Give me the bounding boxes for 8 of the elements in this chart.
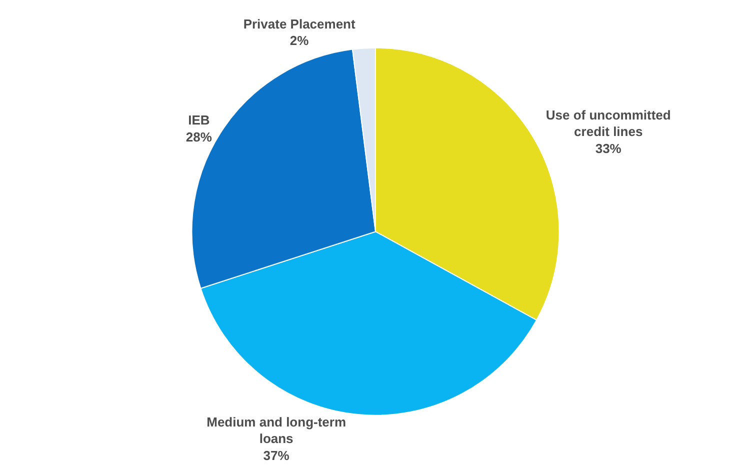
data-label: 33% bbox=[595, 141, 622, 156]
slice-label: Private Placement bbox=[243, 16, 356, 32]
slice-label: IEB bbox=[188, 112, 210, 128]
data-label: 2% bbox=[290, 33, 310, 48]
data-label: 37% bbox=[263, 448, 290, 464]
slice-label: Medium and long-term loans bbox=[206, 414, 346, 446]
slice-label: Use of uncommitted credit lines bbox=[546, 107, 671, 140]
data-label: 28% bbox=[186, 129, 212, 144]
